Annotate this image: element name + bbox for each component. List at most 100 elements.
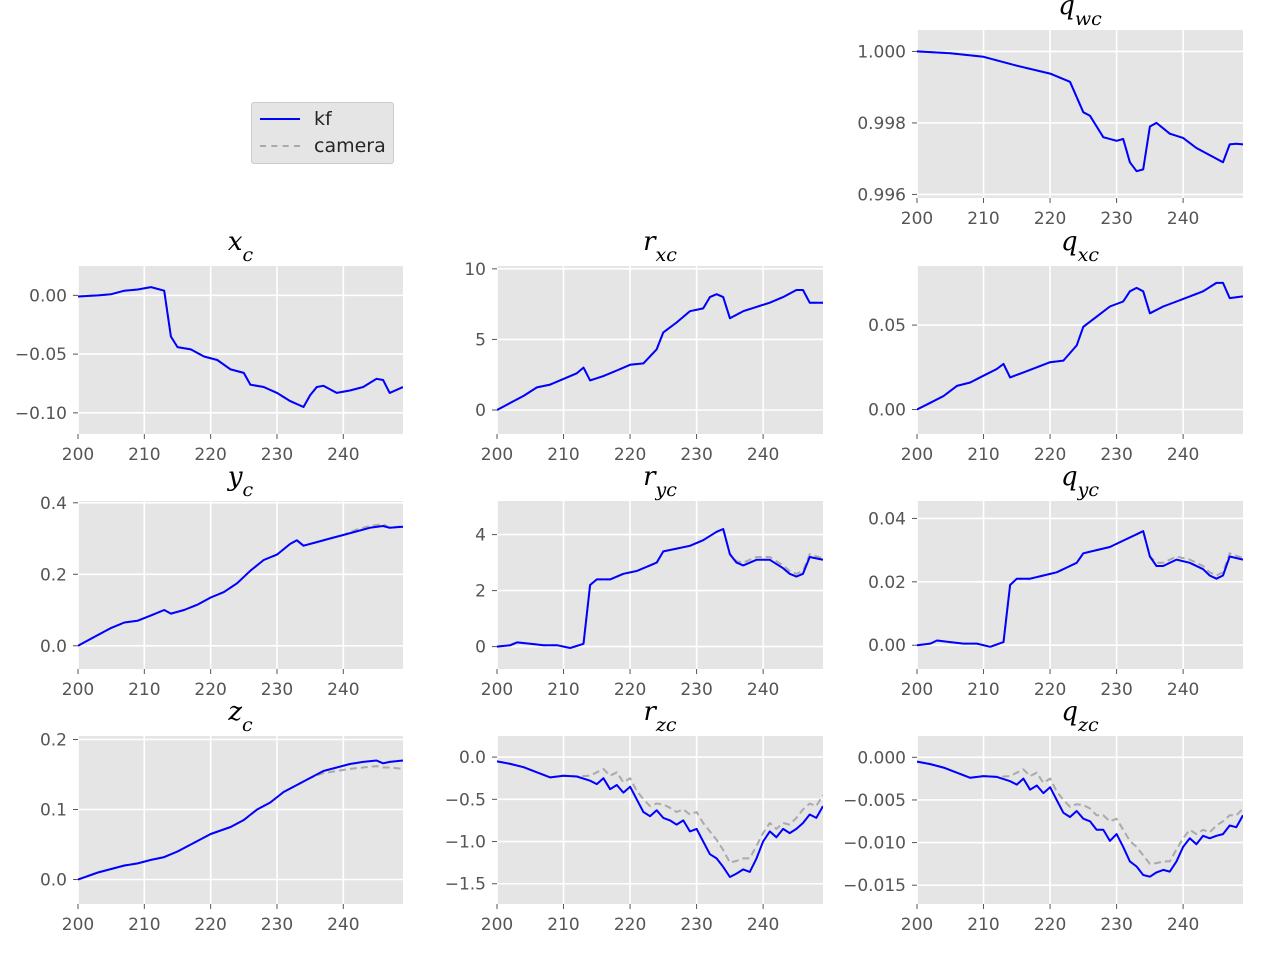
series-group-q_yc: [917, 530, 1243, 648]
plot-area-q_wc: [917, 30, 1243, 198]
series-line-camera-q_zc: [917, 760, 1243, 865]
tick-label-x: 200: [901, 915, 933, 935]
tick-label-y: 0: [475, 638, 486, 658]
tick-label-y: 0.2: [40, 731, 67, 751]
legend-label-camera: camera: [314, 135, 386, 157]
tick-label-x: 220: [614, 445, 646, 465]
series-group-q_wc: [917, 50, 1243, 173]
subplot-title-x_c: xc: [228, 227, 254, 266]
tick-label-x: 210: [128, 915, 160, 935]
tick-label-x: 210: [967, 445, 999, 465]
subplot-q_yc: 200 210 220 230 240 0.00 0.02 0.04 qyc: [868, 462, 1243, 700]
tick-label-x: 230: [261, 445, 293, 465]
tick-label-y: 10: [464, 260, 486, 280]
tick-label-y: 0.04: [868, 509, 906, 529]
tick-label-x: 240: [1167, 445, 1199, 465]
subplot-q_xc: 200 210 220 230 240 0.00 0.05 qxc: [868, 227, 1243, 465]
tick-label-x: 200: [62, 915, 94, 935]
tick-label-y: −0.5: [445, 790, 486, 810]
tick-label-x: 210: [128, 680, 160, 700]
series-line-kf-r_yc: [497, 528, 823, 649]
plot-area-x_c: [78, 266, 403, 434]
subplot-y_c: 200 210 220 230 240 0.0 0.2 0.4 yc: [40, 462, 403, 700]
series-line-kf-r_zc: [497, 760, 823, 878]
tick-label-y: −1.5: [445, 875, 486, 895]
tick-label-y: 0.00: [868, 401, 906, 421]
tick-label-y: 4: [475, 526, 486, 546]
plot-area-r_zc: [497, 736, 823, 904]
tick-label-x: 200: [62, 445, 94, 465]
tick-label-x: 240: [327, 915, 359, 935]
tick-label-y: −0.005: [843, 791, 906, 811]
tick-label-x: 240: [327, 680, 359, 700]
subplot-title-q_xc: qxc: [1061, 227, 1099, 266]
tick-label-x: 230: [1100, 680, 1132, 700]
series-line-kf-q_xc: [917, 281, 1243, 411]
tick-label-y: 0.000: [857, 748, 906, 768]
tick-label-x: 200: [481, 445, 513, 465]
tick-label-x: 200: [481, 680, 513, 700]
tick-label-x: 240: [1167, 915, 1199, 935]
tick-label-x: 230: [680, 915, 712, 935]
subplot-q_wc: 200 210 220 230 240 0.996 0.998 1.000 qwc: [857, 0, 1243, 229]
tick-label-y: −0.015: [843, 876, 906, 896]
legend-label-kf: kf: [314, 108, 332, 130]
subplot-title-y_c: yc: [227, 462, 254, 501]
subplot-r_zc: 200 210 220 230 240 −1.5 −1.0 −0.5 0.0 rzc: [445, 697, 823, 935]
tick-label-x: 210: [967, 209, 999, 229]
series-group-r_xc: [497, 289, 823, 411]
tick-label-x: 230: [680, 680, 712, 700]
tick-label-y: 0.4: [40, 494, 67, 514]
tick-label-y: 0.998: [857, 114, 906, 134]
tick-label-x: 210: [547, 445, 579, 465]
legend: kf camera: [251, 102, 394, 164]
plot-area-q_yc: [917, 501, 1243, 669]
tick-label-x: 200: [481, 915, 513, 935]
tick-label-y: 0.0: [459, 748, 486, 768]
subplot-x_c: 200 210 220 230 240 −0.10 −0.05 0.00 xc: [15, 227, 403, 465]
tick-label-y: 0: [475, 401, 486, 421]
tick-label-y: 5: [475, 330, 486, 350]
series-line-kf-r_xc: [497, 289, 823, 411]
tick-label-x: 220: [1034, 680, 1066, 700]
tick-label-x: 210: [967, 680, 999, 700]
tick-label-y: 0.00: [29, 286, 67, 306]
tick-label-x: 210: [547, 680, 579, 700]
legend-entry-kf: kf: [260, 107, 332, 131]
subplot-q_zc: 200 210 220 230 240 −0.015 −0.010 −0.005 0.000 qz…: [843, 697, 1243, 935]
series-group-r_zc: [497, 760, 823, 878]
series-group-y_c: [78, 523, 403, 647]
tick-label-y: −0.05: [15, 345, 67, 365]
tick-label-x: 220: [194, 680, 226, 700]
tick-label-x: 220: [614, 680, 646, 700]
tick-label-x: 240: [747, 445, 779, 465]
subplot-title-q_yc: qyc: [1061, 462, 1099, 501]
series-group-x_c: [78, 286, 403, 408]
tick-label-x: 210: [128, 445, 160, 465]
tick-label-y: 0.05: [868, 316, 906, 336]
series-line-kf-y_c: [78, 525, 403, 647]
legend-swatch-kf: [260, 118, 300, 120]
subplot-title-r_yc: ryc: [643, 462, 677, 501]
series-line-kf-z_c: [78, 759, 403, 881]
tick-label-x: 240: [747, 915, 779, 935]
tick-label-y: 1.000: [857, 42, 906, 62]
plot-area-r_yc: [497, 501, 823, 669]
tick-label-y: 0.0: [40, 871, 67, 891]
tick-label-x: 200: [901, 209, 933, 229]
plot-area-r_xc: [497, 266, 823, 434]
tick-label-x: 200: [901, 680, 933, 700]
tick-label-x: 230: [261, 680, 293, 700]
subplot-title-z_c: zc: [227, 697, 253, 736]
series-group-z_c: [78, 759, 403, 881]
tick-label-y: 0.00: [868, 636, 906, 656]
tick-label-x: 220: [1034, 445, 1066, 465]
tick-label-x: 240: [1167, 680, 1199, 700]
tick-label-x: 220: [194, 445, 226, 465]
series-line-kf-x_c: [78, 286, 403, 408]
series-line-kf-q_yc: [917, 530, 1243, 648]
series-group-q_xc: [917, 281, 1243, 411]
tick-label-y: 0.02: [868, 573, 906, 593]
series-line-kf-q_wc: [917, 50, 1243, 173]
subplot-title-q_zc: qzc: [1061, 697, 1099, 736]
